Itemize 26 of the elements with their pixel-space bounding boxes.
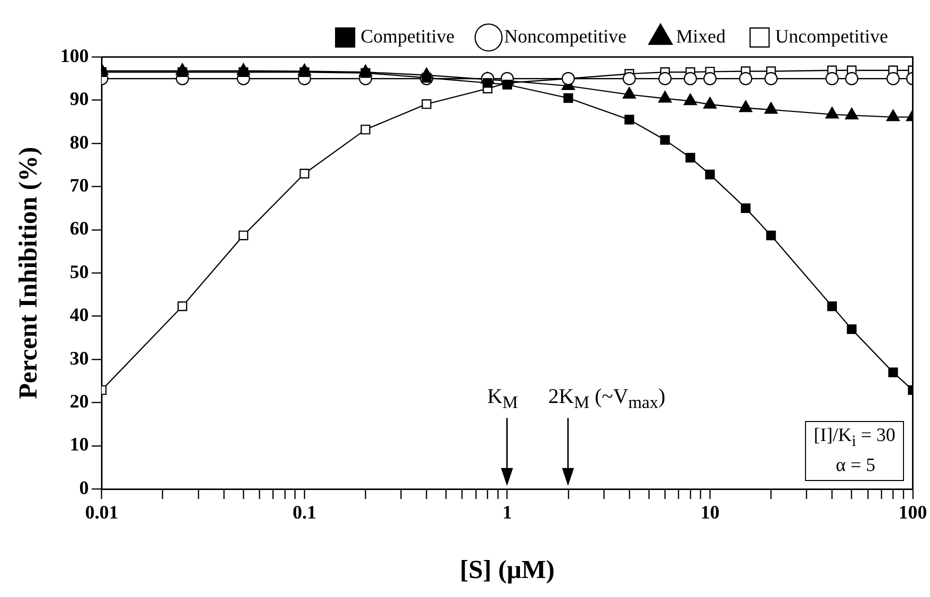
- legend-label: Mixed: [676, 26, 726, 48]
- y-tick-label: 50: [70, 262, 89, 283]
- y-tick-label: 0: [79, 478, 89, 499]
- y-tick-label: 100: [60, 46, 89, 67]
- ref-line-label: 2K$_{M}$ (~V$_{max}$): [548, 384, 666, 414]
- y-tick-label: 40: [70, 305, 89, 326]
- y-tick-label: 30: [70, 348, 89, 370]
- x-tick-label: 10: [700, 502, 720, 524]
- annotation: α = 5: [834, 454, 876, 478]
- x-tick-label: 100: [898, 502, 927, 524]
- legend-label: Uncompetitive: [775, 26, 888, 48]
- y-tick-label: 20: [70, 392, 89, 413]
- y-axis-title: Percent Inhibition (%): [13, 146, 42, 400]
- y-tick-label: 60: [70, 218, 89, 240]
- annotation: [I]/K$_{i}$ = 30: [814, 424, 896, 452]
- x-tick-label: 1: [502, 502, 512, 524]
- y-tick-label: 10: [70, 434, 89, 456]
- legend-label: Noncompetitive: [504, 26, 626, 48]
- y-tick-label: 70: [70, 176, 89, 197]
- x-tick-label: 0.01: [85, 502, 118, 524]
- x-tick-label: 0.1: [292, 502, 316, 524]
- ref-line-label: K$_{M}$: [487, 384, 518, 414]
- legend-label: Competitive: [360, 26, 455, 48]
- y-tick-label: 80: [70, 132, 89, 154]
- y-tick-label: 90: [70, 89, 89, 110]
- x-axis-title: [S] (μM): [460, 555, 555, 584]
